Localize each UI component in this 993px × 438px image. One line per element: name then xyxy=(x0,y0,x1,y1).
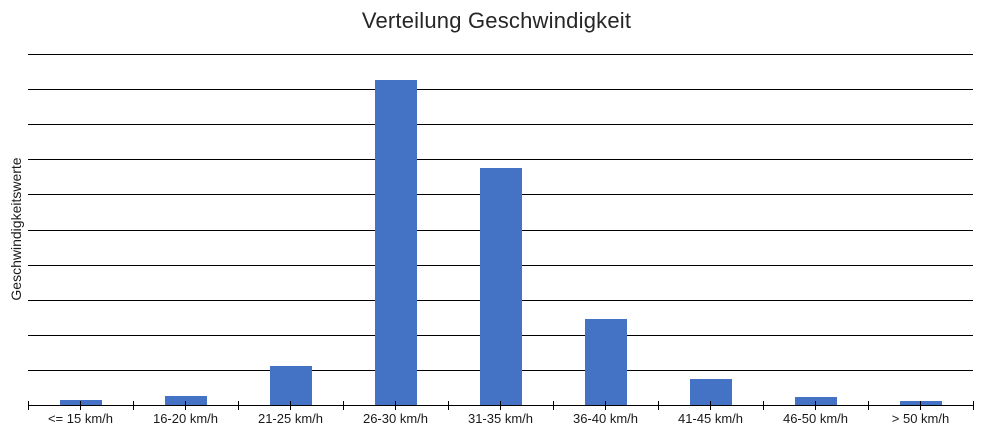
bar xyxy=(374,80,417,405)
x-axis-tick-label: 41-45 km/h xyxy=(677,411,744,426)
axis-tick xyxy=(500,401,501,410)
x-axis-tick-label: 26-30 km/h xyxy=(362,411,429,426)
axis-tick xyxy=(237,401,239,410)
axis-tick xyxy=(867,401,869,410)
axis-tick xyxy=(185,401,186,410)
x-axis-tick-label: 21-25 km/h xyxy=(257,411,324,426)
axis-tick xyxy=(605,401,606,410)
axis-tick xyxy=(290,401,291,410)
chart-title: Verteilung Geschwindigkeit xyxy=(361,8,632,33)
bar xyxy=(479,168,522,405)
axis-tick xyxy=(762,401,764,410)
plot-area xyxy=(27,54,974,410)
x-axis-tick-label: 46-50 km/h xyxy=(782,411,849,426)
x-axis-tick-label: > 50 km/h xyxy=(891,411,950,426)
bar xyxy=(164,395,207,405)
gridline xyxy=(28,54,973,55)
x-axis-tick-label: 16-20 km/h xyxy=(152,411,219,426)
axis-tick xyxy=(395,401,396,410)
bar xyxy=(269,365,312,405)
axis-tick xyxy=(920,401,921,410)
axis-tick xyxy=(657,401,659,410)
x-axis-tick-label: <= 15 km/h xyxy=(47,411,114,426)
gridline xyxy=(28,124,973,126)
y-axis-label: Geschwindigkeitswerte xyxy=(8,157,24,301)
bar xyxy=(584,319,627,405)
axis-tick xyxy=(972,401,974,410)
axis-tick xyxy=(552,401,554,410)
axis-tick xyxy=(815,401,816,410)
bar xyxy=(689,378,732,405)
x-axis-labels: <= 15 km/h 16-20 km/h 21-25 km/h 26-30 km/h… xyxy=(28,411,973,426)
gridline xyxy=(28,89,973,91)
axis-tick xyxy=(27,401,29,410)
x-axis-tick-label: 36-40 km/h xyxy=(572,411,639,426)
axis-tick xyxy=(342,401,344,410)
x-axis-tick-label: 31-35 km/h xyxy=(467,411,534,426)
axis-tick xyxy=(132,401,134,410)
bar xyxy=(794,396,837,405)
axis-tick xyxy=(710,401,711,410)
gridline xyxy=(28,159,973,161)
axis-tick xyxy=(80,401,81,410)
axis-tick xyxy=(447,401,449,410)
